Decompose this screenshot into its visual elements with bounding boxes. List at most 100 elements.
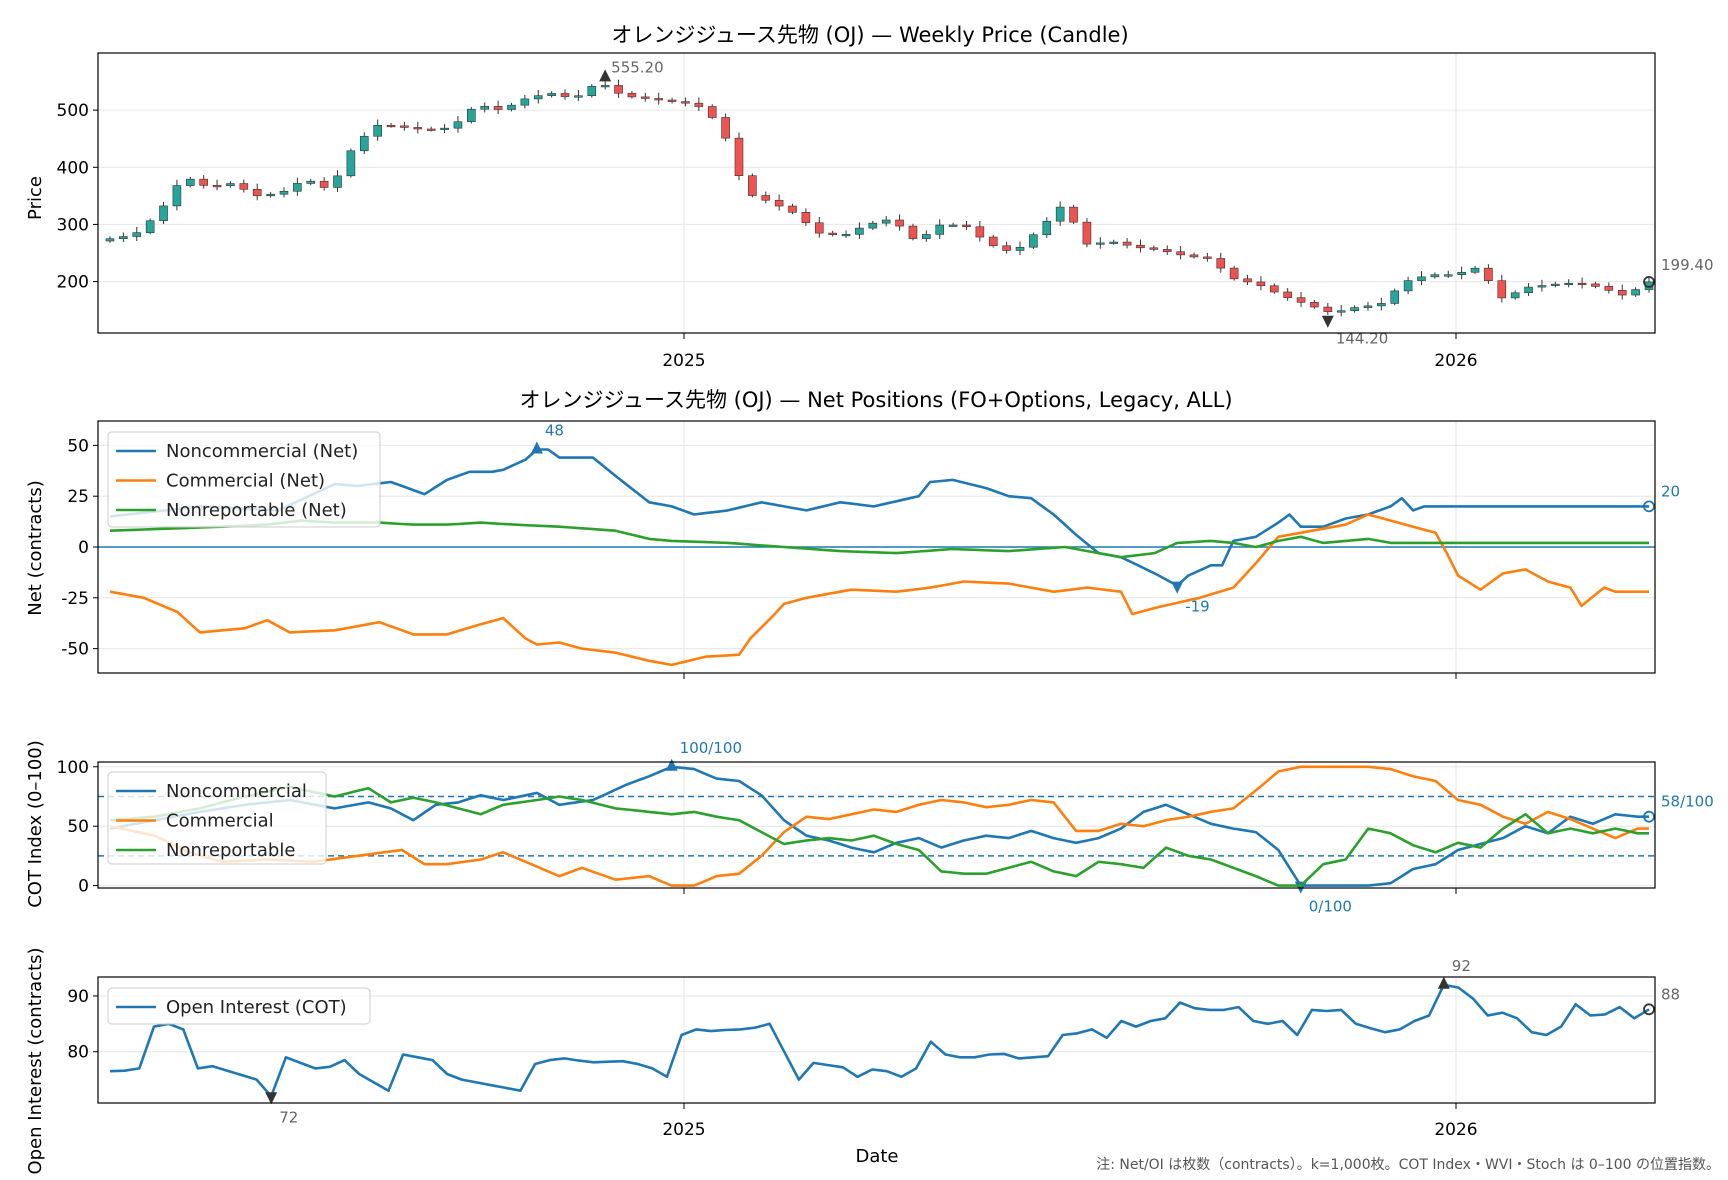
- candle-body: [841, 234, 851, 237]
- candle-body: [868, 222, 878, 229]
- oi-last-label: 88: [1661, 985, 1680, 1003]
- oi-plot: 90 80 92 72 88 Open Interest (COT): [67, 957, 1680, 1127]
- net-y-tick-label: 25: [67, 487, 89, 507]
- candle-body: [1350, 307, 1359, 312]
- price-last-label: 199.40: [1661, 256, 1714, 274]
- candle-body: [226, 183, 235, 187]
- oi-last-marker: [1643, 1003, 1655, 1016]
- cot-max-label: 100/100: [680, 739, 742, 757]
- x-axis-label: Date: [855, 1146, 898, 1167]
- candle-body: [895, 219, 904, 227]
- candle-body: [935, 224, 945, 235]
- candle-body: [1430, 274, 1440, 278]
- candle-body: [560, 93, 570, 97]
- net-plot: 50 25 0 -25 -50 48 -19 20 Noncommercial (Net) Com…: [61, 420, 1680, 679]
- candle-body: [721, 117, 730, 139]
- candle-body: [574, 95, 583, 98]
- candle-body: [962, 224, 971, 228]
- cot-series-line-0: [109, 765, 1649, 887]
- oi-y-tick-label: 80: [67, 1043, 89, 1063]
- price-y-tick-label: 500: [57, 101, 89, 121]
- price-min-label: 144.20: [1336, 330, 1389, 348]
- cot-legend-label: Nonreportable: [166, 840, 295, 861]
- candle-body: [828, 232, 837, 235]
- price-axes-frame: [97, 52, 1656, 334]
- candle-body: [212, 185, 222, 188]
- candle-body: [1256, 281, 1266, 287]
- candle-body: [1203, 256, 1212, 259]
- price-plot: 200 300 400 500 555.20 144.20 199.40: [57, 52, 1714, 348]
- cot-max-marker: [665, 758, 678, 771]
- candle-body: [1470, 267, 1480, 273]
- candle-body: [600, 85, 610, 88]
- candle-body: [1082, 221, 1092, 245]
- candle-body: [814, 222, 824, 234]
- cot-min-label: 0/100: [1309, 898, 1352, 916]
- oi-y-tick-label: 90: [67, 987, 89, 1007]
- candle-body: [480, 106, 490, 110]
- net-legend-label: Commercial (Net): [166, 471, 325, 492]
- candle-body: [654, 98, 663, 101]
- candle-body: [1029, 234, 1038, 248]
- candle-body: [252, 188, 262, 197]
- net-min-marker: [1171, 581, 1184, 594]
- net-last-label: 20: [1661, 482, 1680, 500]
- cot-y-tick-label: 50: [67, 817, 89, 837]
- candle-body: [1109, 241, 1118, 244]
- oi-max-label: 92: [1452, 957, 1471, 975]
- candle-body: [293, 183, 302, 192]
- candle-body: [239, 183, 249, 190]
- net-y-tick-label: -50: [61, 640, 89, 660]
- candle-body: [1551, 283, 1560, 286]
- candle-body: [1390, 290, 1400, 304]
- oi-min-label: 72: [279, 1108, 298, 1126]
- candle-body: [1069, 206, 1078, 223]
- oi-series-line-0: [109, 983, 1650, 1098]
- candle-body: [119, 236, 128, 240]
- candle-body: [1122, 241, 1132, 246]
- candle-body: [1176, 251, 1185, 256]
- oi-y-axis-label: Open Interest (contracts): [25, 947, 46, 1174]
- cot-axes-frame: [97, 761, 1656, 889]
- candle-body: [614, 85, 623, 94]
- candle-body: [105, 238, 115, 242]
- price-max-label: 555.20: [611, 58, 664, 76]
- candle-body: [413, 127, 423, 130]
- price-y-axis-label: Price: [25, 176, 46, 220]
- candle-body: [306, 180, 316, 184]
- candle-body: [855, 227, 864, 235]
- candle-body: [707, 106, 717, 118]
- candle-body: [132, 232, 142, 237]
- candle-body: [948, 224, 958, 227]
- candle-body: [1015, 246, 1025, 251]
- oi-legend-label: Open Interest (COT): [166, 997, 347, 1018]
- candle-body: [319, 180, 329, 188]
- net-y-tick-label: 50: [67, 436, 89, 456]
- candle-body: [547, 93, 556, 96]
- price-min-marker: [1321, 315, 1334, 328]
- candle-body: [1336, 310, 1346, 313]
- candle-body: [774, 199, 784, 207]
- candle-body: [1055, 206, 1065, 222]
- net-max-marker: [530, 441, 543, 454]
- cot-y-tick-label: 0: [78, 877, 89, 897]
- candle-body: [748, 175, 757, 196]
- cot-panel: COT Index (0–100) 100 50 0 100/100 0/100 58/1…: [25, 739, 1714, 916]
- net-legend-label: Noncommercial (Net): [166, 441, 358, 462]
- oi-panel: Open Interest (contracts) 90 80 92 72 88 Open…: [25, 947, 1680, 1174]
- candle-body: [1269, 285, 1279, 293]
- candle-body: [453, 121, 463, 129]
- oi-axes-frame: [97, 976, 1656, 1104]
- net-last-marker: [1643, 500, 1655, 513]
- candle-body: [1149, 247, 1159, 250]
- candle-body: [734, 137, 744, 177]
- candle-body: [159, 205, 168, 222]
- price-y-tick-label: 300: [57, 215, 89, 235]
- price-panel: オレンジジュース先物 (OJ) — Weekly Price (Candle) …: [25, 23, 1714, 371]
- candle-body: [694, 102, 704, 107]
- price-max-marker: [599, 69, 612, 82]
- oi-x-tick-2026: 2026: [1434, 1120, 1477, 1140]
- candle-body: [1591, 283, 1600, 287]
- candle-body: [1524, 286, 1533, 294]
- oi-legend: [107, 987, 371, 1025]
